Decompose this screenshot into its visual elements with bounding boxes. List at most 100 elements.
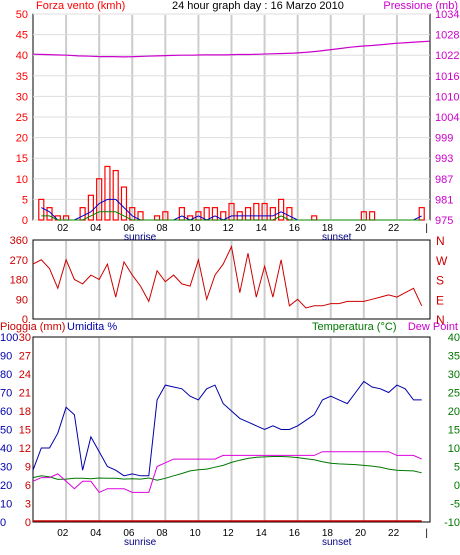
sunset-label-top: sunset bbox=[322, 232, 352, 243]
humidity-axis-label: Umidita % bbox=[67, 321, 117, 333]
wind-y-tick: 25 bbox=[16, 112, 28, 124]
sunset-label-bottom: sunset bbox=[322, 537, 352, 548]
compass-label: E bbox=[436, 293, 444, 307]
direction-panel-frame bbox=[32, 239, 431, 320]
rain-y-tick: 24 bbox=[19, 369, 31, 381]
sunrise-label-bottom: sunrise bbox=[124, 537, 157, 548]
pressure-y-tick: 1016 bbox=[435, 71, 459, 83]
x-tick-label: 08 bbox=[156, 528, 168, 539]
humidity-y-tick: 40 bbox=[0, 443, 12, 455]
humidity-y-tick: 70 bbox=[0, 388, 12, 400]
gust-bar bbox=[286, 207, 293, 221]
temperature-y-tick: 0 bbox=[454, 480, 460, 492]
pressure-y-tick: 1028 bbox=[435, 30, 459, 42]
x-tick-label: 04 bbox=[90, 223, 102, 234]
wind-average-line bbox=[41, 211, 422, 221]
humidity-line bbox=[32, 380, 422, 477]
pressure-y-tick: 1034 bbox=[435, 9, 459, 21]
temperature-axis-label: Temperatura (°C) bbox=[312, 321, 396, 333]
rain-y-tick: 27 bbox=[19, 351, 31, 363]
rain-y-tick: 9 bbox=[25, 462, 31, 474]
temperature-y-tick: -5 bbox=[450, 499, 460, 511]
humidity-y-tick: 60 bbox=[0, 406, 12, 418]
humidity-y-tick: 50 bbox=[0, 425, 12, 437]
gust-bar bbox=[418, 207, 425, 221]
x-tick-label: 10 bbox=[190, 528, 202, 539]
compass-label: N bbox=[436, 313, 445, 327]
gust-bar bbox=[112, 169, 119, 221]
x-tick-label: 12 bbox=[223, 223, 235, 234]
wind-y-tick: 20 bbox=[16, 133, 28, 145]
x-tick-label: 02 bbox=[57, 528, 69, 539]
gust-bar bbox=[153, 215, 161, 221]
wind-axis-label: Forza vento (kmh) bbox=[36, 0, 125, 12]
x-tick-label: 22 bbox=[388, 528, 400, 539]
temperature-y-tick: 10 bbox=[448, 443, 460, 455]
x-tick-label: 06 bbox=[123, 528, 135, 539]
rain-y-tick: 6 bbox=[25, 480, 31, 492]
wind-y-tick: 40 bbox=[16, 50, 28, 62]
x-tick-label: 18 bbox=[322, 528, 334, 539]
humidity-y-tick: 10 bbox=[0, 499, 12, 511]
x-tick-label: | bbox=[425, 223, 428, 234]
pressure-y-tick: 999 bbox=[435, 133, 453, 145]
temperature-y-tick: 15 bbox=[448, 425, 460, 437]
temperature-y-tick: 35 bbox=[448, 351, 460, 363]
pressure-y-tick: 981 bbox=[435, 194, 453, 206]
x-tick-label: 08 bbox=[156, 223, 168, 234]
gust-bar bbox=[104, 165, 111, 221]
pressure-axis-label: Pressione (mb) bbox=[383, 0, 458, 12]
pressure-y-tick: 975 bbox=[435, 215, 453, 227]
compass-label: W bbox=[436, 254, 448, 268]
x-tick-label: 14 bbox=[256, 223, 268, 234]
x-tick-label: 12 bbox=[223, 528, 235, 539]
gust-bar bbox=[278, 198, 285, 221]
temperature-y-tick: 40 bbox=[448, 332, 460, 344]
climate-panel-frame bbox=[32, 336, 431, 523]
wind-y-tick: 0 bbox=[22, 215, 28, 227]
wind-y-tick: 15 bbox=[16, 153, 28, 165]
rain-y-tick: 21 bbox=[19, 388, 31, 400]
humidity-y-tick: 100 bbox=[0, 332, 18, 344]
x-tick-label: 04 bbox=[90, 528, 102, 539]
x-tick-label: 02 bbox=[57, 223, 69, 234]
pressure-y-tick: 1010 bbox=[435, 91, 459, 103]
rain-y-tick: 3 bbox=[25, 499, 31, 511]
humidity-y-tick: 0 bbox=[0, 517, 6, 529]
temperature-y-tick: 30 bbox=[448, 369, 460, 381]
pressure-y-tick: 993 bbox=[435, 153, 453, 165]
humidity-y-tick: 90 bbox=[0, 351, 12, 363]
x-tick-label: 22 bbox=[388, 223, 400, 234]
x-tick-label: | bbox=[425, 528, 428, 539]
gust-bar bbox=[203, 207, 210, 221]
wind-direction-line bbox=[32, 244, 423, 309]
temperature-line bbox=[32, 456, 422, 481]
gust-bar bbox=[369, 211, 376, 221]
x-tick-label: 20 bbox=[355, 528, 367, 539]
gust-bar bbox=[211, 207, 219, 221]
temperature-y-tick: -10 bbox=[444, 517, 460, 529]
temperature-y-tick: 5 bbox=[454, 462, 460, 474]
rain-axis-label: Pioggia (mm) bbox=[0, 321, 65, 333]
rain-y-tick: 18 bbox=[19, 406, 31, 418]
x-tick-label: 20 bbox=[355, 223, 367, 234]
x-tick-label: 16 bbox=[289, 528, 301, 539]
gust-bar bbox=[311, 215, 318, 221]
x-tick-label: 18 bbox=[322, 223, 334, 234]
chart-marks: 0202040406060808101012121414161618182020… bbox=[0, 9, 460, 539]
gust-bar bbox=[120, 186, 128, 221]
dew-point-label: Dew Point bbox=[408, 321, 458, 333]
rain-y-tick: 12 bbox=[19, 443, 31, 455]
rain-y-tick: 15 bbox=[19, 425, 31, 437]
wind-y-tick: 5 bbox=[22, 194, 28, 206]
direction-y-tick: 90 bbox=[16, 294, 28, 306]
x-tick-label: 06 bbox=[123, 223, 135, 234]
direction-y-tick: 360 bbox=[10, 235, 28, 247]
gust-bar bbox=[87, 194, 94, 221]
dew-point-line bbox=[32, 451, 422, 494]
gust-bar bbox=[96, 178, 103, 221]
rain-y-tick: 0 bbox=[25, 517, 31, 529]
humidity-y-tick: 20 bbox=[0, 480, 12, 492]
